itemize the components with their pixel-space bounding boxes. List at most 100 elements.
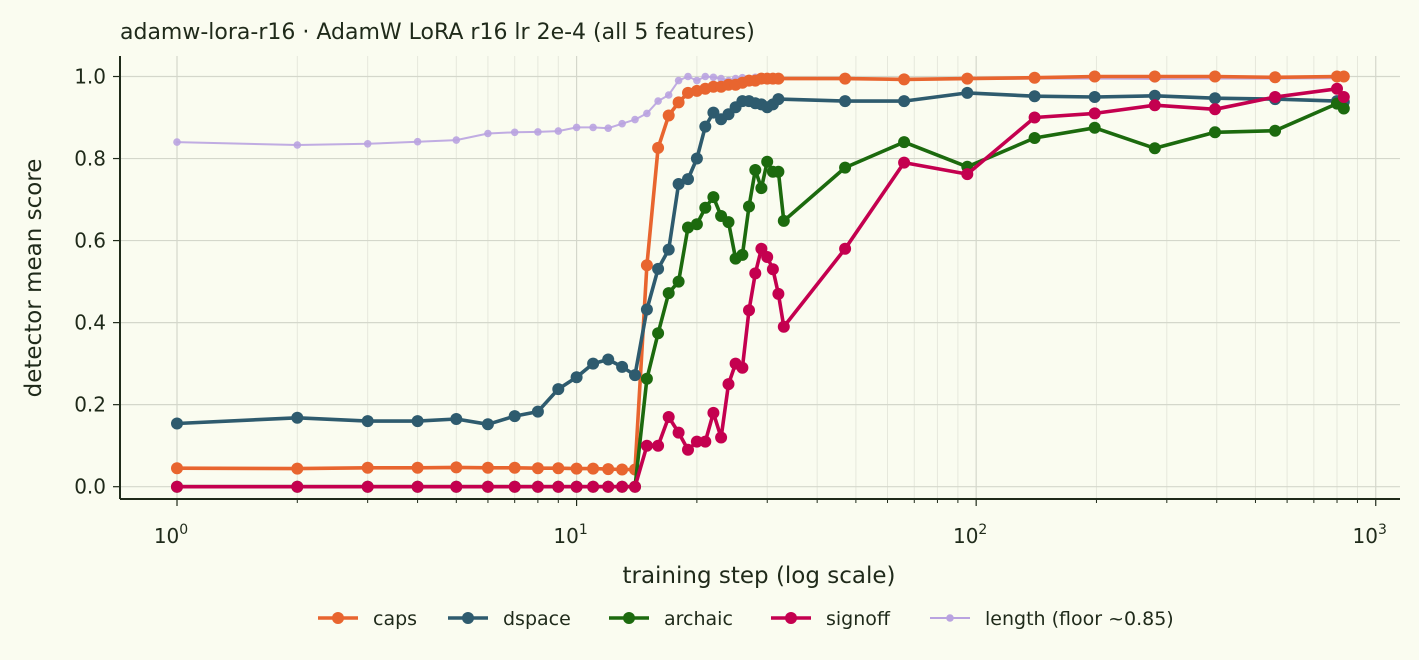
- data-point: [898, 156, 911, 169]
- data-point: [1209, 70, 1221, 83]
- data-point: [1269, 124, 1282, 137]
- data-point: [736, 248, 749, 261]
- data-point: [618, 119, 626, 128]
- data-point: [640, 372, 653, 385]
- data-point: [1028, 90, 1041, 103]
- legend-item: signoff: [771, 608, 891, 630]
- data-point: [450, 480, 463, 493]
- data-point: [717, 74, 725, 83]
- data-point: [604, 124, 612, 132]
- legend-label: signoff: [826, 608, 891, 630]
- data-point: [1088, 121, 1101, 134]
- data-point: [1148, 142, 1161, 155]
- data-point: [898, 95, 911, 108]
- data-point: [361, 461, 374, 474]
- data-point: [572, 123, 581, 132]
- data-point: [715, 431, 728, 444]
- legend-label: dspace: [503, 608, 571, 630]
- data-point: [690, 435, 703, 448]
- data-point: [589, 123, 597, 132]
- data-point: [452, 136, 461, 144]
- legend-item: dspace: [448, 608, 571, 630]
- data-point: [1088, 91, 1101, 103]
- data-point: [961, 168, 974, 181]
- data-point: [672, 178, 685, 190]
- data-point: [361, 415, 374, 428]
- data-point: [508, 461, 521, 474]
- data-point: [629, 480, 641, 493]
- data-point: [749, 267, 762, 280]
- data-point: [1331, 82, 1343, 95]
- series-4: [171, 82, 1350, 493]
- data-point: [743, 304, 755, 317]
- data-point: [1337, 70, 1350, 83]
- data-point: [722, 216, 735, 229]
- data-point: [961, 72, 974, 85]
- data-point: [672, 426, 685, 439]
- data-point: [450, 461, 463, 474]
- data-point: [1148, 99, 1161, 112]
- data-point: [690, 152, 703, 165]
- data-point: [772, 93, 785, 106]
- data-point: [1337, 102, 1350, 115]
- data-point: [552, 462, 565, 475]
- data-point: [534, 128, 542, 136]
- data-point: [450, 413, 463, 425]
- data-point: [508, 410, 521, 423]
- data-point: [662, 109, 675, 122]
- data-point: [293, 141, 302, 149]
- data-point: [777, 320, 790, 333]
- data-point: [616, 463, 629, 476]
- data-point: [743, 200, 755, 213]
- data-point: [602, 480, 615, 493]
- series-line: [176, 75, 1345, 146]
- data-point: [363, 140, 372, 148]
- data-point: [755, 182, 768, 195]
- data-point: [602, 353, 615, 366]
- legend-swatch-marker: [785, 612, 797, 624]
- data-point: [772, 165, 785, 178]
- data-point: [652, 327, 665, 340]
- data-point: [1209, 103, 1221, 116]
- data-point: [839, 72, 852, 85]
- data-point: [570, 480, 583, 493]
- data-point: [291, 480, 304, 493]
- data-point: [672, 275, 685, 288]
- data-point: [684, 72, 692, 81]
- data-point: [291, 462, 304, 475]
- legend-swatch-marker: [332, 612, 344, 624]
- legend-item: caps: [318, 608, 417, 630]
- data-point: [413, 137, 422, 146]
- series-line: [175, 101, 1346, 489]
- data-point: [662, 287, 675, 300]
- data-point: [411, 415, 424, 428]
- data-point: [411, 480, 424, 493]
- data-point: [1088, 107, 1101, 120]
- data-point: [1088, 70, 1101, 83]
- data-point: [722, 378, 735, 391]
- data-point: [1209, 92, 1221, 105]
- data-point: [643, 109, 651, 118]
- data-point: [672, 96, 685, 109]
- data-point: [640, 259, 653, 272]
- data-point: [699, 120, 712, 133]
- data-point: [662, 243, 675, 256]
- legend-swatch-marker: [623, 612, 635, 624]
- data-point: [652, 141, 665, 154]
- data-point: [664, 91, 673, 99]
- legend-swatch-marker: [946, 614, 954, 622]
- data-point: [484, 129, 492, 138]
- data-point: [570, 371, 583, 384]
- data-point: [531, 480, 544, 493]
- data-point: [361, 480, 374, 493]
- data-point: [699, 435, 712, 448]
- data-point: [654, 97, 662, 105]
- data-point: [552, 480, 565, 493]
- data-point: [481, 418, 494, 431]
- legend-item: archaic: [609, 608, 733, 630]
- legend: caps dspace archaic signoff length (floor ~0…: [318, 608, 1174, 630]
- data-point: [707, 191, 720, 204]
- series-3: [171, 97, 1350, 493]
- data-point: [772, 72, 785, 85]
